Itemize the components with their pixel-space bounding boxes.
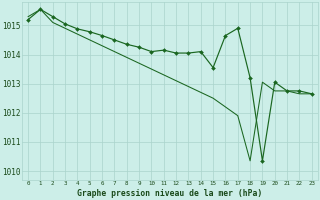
X-axis label: Graphe pression niveau de la mer (hPa): Graphe pression niveau de la mer (hPa): [77, 189, 263, 198]
